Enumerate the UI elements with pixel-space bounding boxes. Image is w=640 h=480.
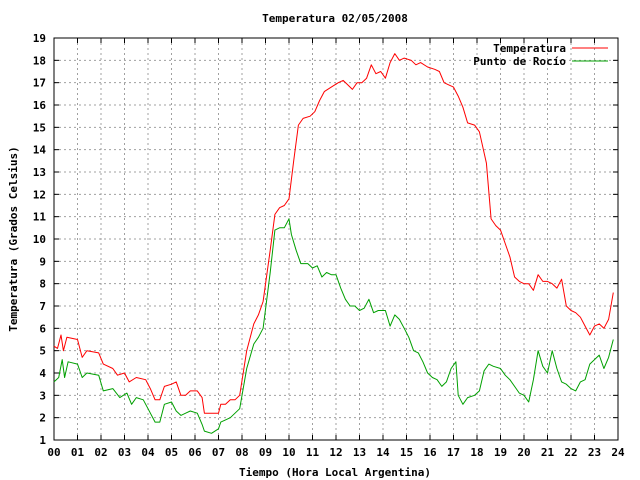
y-tick-label: 14 bbox=[33, 144, 47, 157]
x-tick-label: 19 bbox=[494, 446, 507, 459]
x-tick-label: 01 bbox=[71, 446, 85, 459]
y-tick-label: 11 bbox=[33, 211, 47, 224]
y-tick-label: 15 bbox=[33, 121, 46, 134]
x-tick-label: 15 bbox=[400, 446, 413, 459]
x-tick-label: 08 bbox=[235, 446, 248, 459]
grid bbox=[54, 38, 618, 440]
y-tick-label: 10 bbox=[33, 233, 46, 246]
chart-title: Temperatura 02/05/2008 bbox=[262, 12, 408, 25]
x-tick-label: 06 bbox=[188, 446, 202, 459]
series bbox=[53, 53, 614, 434]
y-tick-label: 19 bbox=[33, 32, 46, 45]
x-tick-labels: 00 01 02 03 04 05 06 07 08 09 10 11 12 13 14 15 16 17 18 19… bbox=[47, 446, 625, 459]
x-tick-label: 18 bbox=[470, 446, 483, 459]
x-tick-label: 12 bbox=[329, 446, 342, 459]
x-tick-label: 13 bbox=[353, 446, 366, 459]
x-tick-label: 00 bbox=[47, 446, 60, 459]
x-tick-label: 10 bbox=[282, 446, 295, 459]
y-tick-label: 6 bbox=[39, 322, 46, 335]
y-tick-label: 12 bbox=[33, 188, 46, 201]
x-tick-label: 23 bbox=[588, 446, 601, 459]
series-line-temperatura bbox=[53, 53, 614, 414]
y-tick-label: 13 bbox=[33, 166, 46, 179]
legend: Temperatura Punto de Rocío bbox=[473, 42, 608, 68]
x-tick-label: 24 bbox=[611, 446, 625, 459]
legend-label-temperatura: Temperatura bbox=[493, 42, 566, 55]
x-tick-label: 03 bbox=[118, 446, 131, 459]
x-tick-label: 11 bbox=[306, 446, 320, 459]
x-tick-label: 21 bbox=[541, 446, 555, 459]
y-axis-title: Temperatura (Grados Celsius) bbox=[7, 146, 20, 331]
y-tick-label: 1 bbox=[39, 434, 46, 447]
x-tick-label: 20 bbox=[517, 446, 530, 459]
x-tick-label: 04 bbox=[141, 446, 155, 459]
x-tick-label: 17 bbox=[447, 446, 460, 459]
y-tick-label: 8 bbox=[39, 278, 46, 291]
x-tick-label: 05 bbox=[165, 446, 178, 459]
x-tick-label: 22 bbox=[564, 446, 577, 459]
y-tick-label: 18 bbox=[33, 54, 46, 67]
y-tick-label: 2 bbox=[39, 412, 46, 425]
y-tick-label: 7 bbox=[39, 300, 46, 313]
axis-ticks bbox=[53, 37, 619, 441]
y-tick-label: 3 bbox=[39, 389, 46, 402]
x-tick-label: 07 bbox=[212, 446, 225, 459]
x-tick-label: 14 bbox=[376, 446, 390, 459]
y-tick-label: 4 bbox=[39, 367, 46, 380]
y-tick-label: 5 bbox=[39, 345, 46, 358]
x-tick-label: 09 bbox=[259, 446, 272, 459]
x-tick-label: 16 bbox=[423, 446, 437, 459]
y-tick-label: 9 bbox=[39, 255, 46, 268]
x-axis-title: Tiempo (Hora Local Argentina) bbox=[239, 466, 431, 479]
x-tick-label: 02 bbox=[94, 446, 107, 459]
y-tick-label: 17 bbox=[33, 77, 46, 90]
y-tick-label: 16 bbox=[33, 99, 47, 112]
series-line-punto-de-rocio bbox=[53, 218, 614, 434]
legend-label-punto-de-rocio: Punto de Rocío bbox=[473, 55, 566, 68]
